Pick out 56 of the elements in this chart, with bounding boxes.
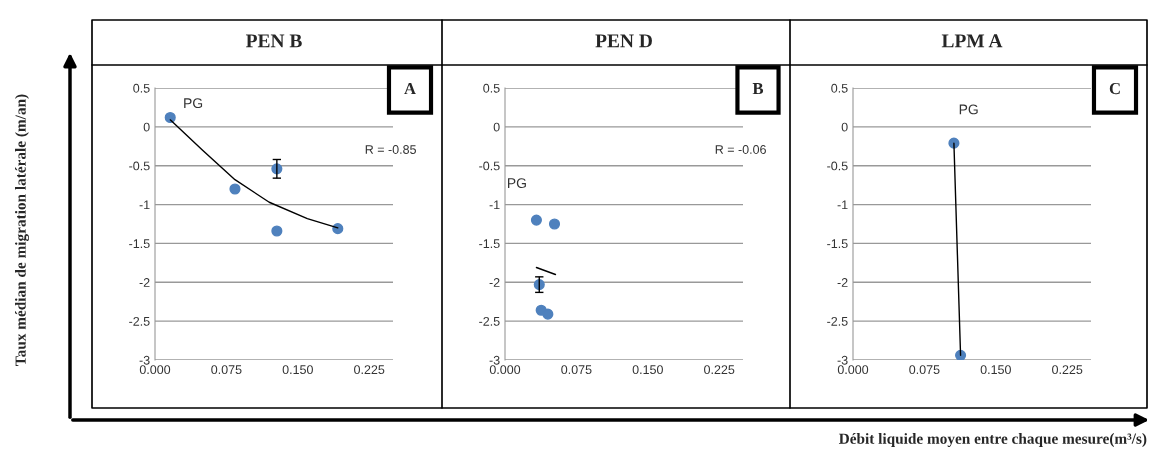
y-tick-label: 0.5 [831, 83, 848, 93]
y-tick-label: -0.5 [479, 161, 500, 171]
x-axis-title: Débit liquide moyen entre chaque mesure(m³/s) [838, 433, 1147, 447]
annotation: R = -0.06 [715, 145, 766, 154]
y-tick-label: -0.5 [827, 161, 848, 171]
y-tick-label: 0.5 [483, 83, 500, 93]
y-tick-label: -3 [837, 355, 848, 365]
annotation: PG [959, 104, 978, 115]
text: A [404, 83, 416, 95]
annotation: PG [184, 98, 203, 109]
text: C [1109, 82, 1120, 95]
y-tick-label: -1 [489, 200, 500, 210]
x-tick-label: 0.000 [489, 365, 521, 375]
y-tick-label: 0 [493, 122, 500, 132]
point [548, 218, 561, 230]
x-tick-label: 0.075 [909, 365, 940, 375]
y-tick-label: -1 [139, 200, 150, 210]
y-tick-label: -0.5 [129, 161, 150, 171]
x-tick-label: 0.075 [561, 365, 592, 375]
y-tick-label: -2 [489, 278, 500, 287]
x-tick-label: 0.000 [139, 365, 171, 375]
y-tick-label: -1.5 [479, 239, 500, 249]
x-tick-label: 0.150 [980, 365, 1011, 375]
point [542, 308, 554, 320]
text: B [752, 83, 764, 95]
x-tick-label: 0.075 [211, 365, 242, 375]
y-tick-label: -2.5 [129, 316, 150, 326]
chart-title: PEN D [595, 34, 652, 48]
chart-title: PEN B [245, 34, 302, 48]
point [229, 183, 241, 195]
x-tick-label: 0.225 [354, 365, 385, 375]
y-tick-label: -1.5 [827, 239, 848, 249]
y-tick-label: -2 [837, 278, 848, 287]
y-tick-label: -2.5 [479, 316, 500, 326]
x-tick-label: 0.150 [632, 365, 663, 375]
x-tick-label: 0.225 [1052, 365, 1083, 375]
chart-title: LPM A [941, 34, 1003, 48]
y-tick-label: 0.5 [133, 83, 150, 93]
y-tick-label: -1 [837, 200, 848, 210]
y-tick-label: 0 [143, 122, 150, 132]
point [530, 214, 542, 226]
y-axis-title: Taux médian de migration latérale (m/an) [15, 94, 29, 366]
annotation: R = -0.85 [365, 145, 416, 154]
y-tick-label: 0 [841, 122, 848, 132]
point [271, 225, 283, 237]
annotation: PG [508, 178, 526, 189]
y-tick-label: -1.5 [129, 239, 150, 249]
point [332, 223, 344, 235]
x-tick-label: 0.000 [837, 365, 869, 375]
y-tick-label: -2.5 [827, 316, 848, 326]
x-tick-label: 0.225 [704, 365, 735, 375]
y-tick-label: -2 [139, 278, 150, 287]
y-tick-label: -3 [489, 355, 500, 365]
y-tick-label: -3 [139, 355, 150, 365]
x-tick-label: 0.150 [282, 365, 313, 375]
point [164, 111, 176, 124]
